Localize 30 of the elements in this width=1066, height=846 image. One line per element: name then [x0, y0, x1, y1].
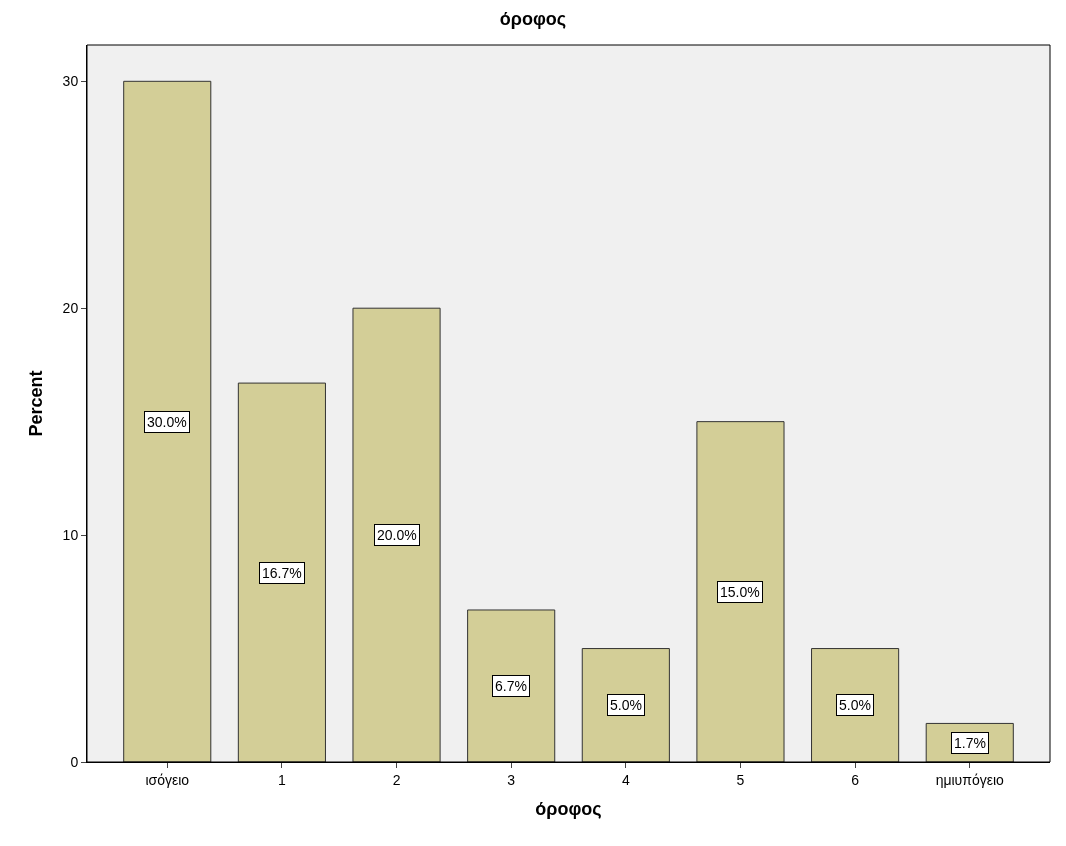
- data-label: 6.7%: [495, 678, 527, 694]
- y-tick-label: 20: [62, 300, 79, 317]
- bar: [467, 609, 556, 762]
- bar: [696, 421, 785, 762]
- bar: [811, 648, 900, 762]
- y-tick-label: 10: [62, 527, 79, 543]
- x-tick-label: 1: [277, 771, 286, 788]
- x-tick-label: 2: [392, 771, 401, 788]
- x-axis-title: όροφος: [535, 798, 602, 819]
- x-tick-label: 5: [736, 771, 745, 788]
- y-tick-label: 0: [70, 753, 79, 770]
- bar: [581, 648, 670, 762]
- bar: [352, 307, 441, 762]
- x-tick-label: ισόγειο: [145, 771, 190, 788]
- x-tick-label: ημιυπόγειο: [935, 771, 1005, 788]
- data-label: 30.0%: [147, 414, 187, 430]
- data-label: 16.7%: [262, 565, 302, 581]
- x-tick-label: 4: [621, 771, 630, 788]
- y-axis-title: Percent: [25, 370, 46, 437]
- x-tick-label: 3: [507, 771, 516, 788]
- bar: [237, 382, 326, 762]
- data-label: 15.0%: [720, 584, 760, 600]
- data-label: 5.0%: [610, 697, 642, 713]
- data-label: 20.0%: [377, 527, 417, 543]
- bar: [123, 80, 212, 762]
- x-tick-label: 6: [851, 771, 860, 788]
- data-label: 5.0%: [839, 697, 871, 713]
- data-label: 1.7%: [954, 735, 986, 751]
- y-tick-label: 30: [62, 73, 79, 90]
- chart-title: όροφος: [499, 9, 567, 30]
